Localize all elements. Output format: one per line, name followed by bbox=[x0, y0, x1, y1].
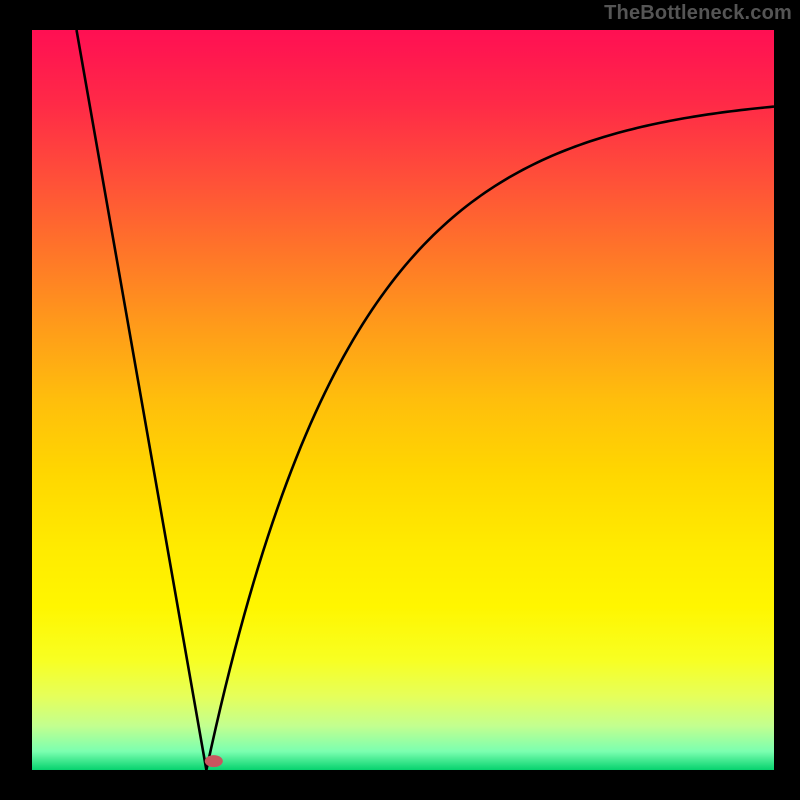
vertex-marker bbox=[205, 755, 223, 767]
watermark-text: TheBottleneck.com bbox=[604, 2, 792, 25]
chart-svg bbox=[0, 0, 800, 800]
gradient-background bbox=[32, 30, 774, 770]
chart-canvas: TheBottleneck.com bbox=[0, 0, 800, 800]
